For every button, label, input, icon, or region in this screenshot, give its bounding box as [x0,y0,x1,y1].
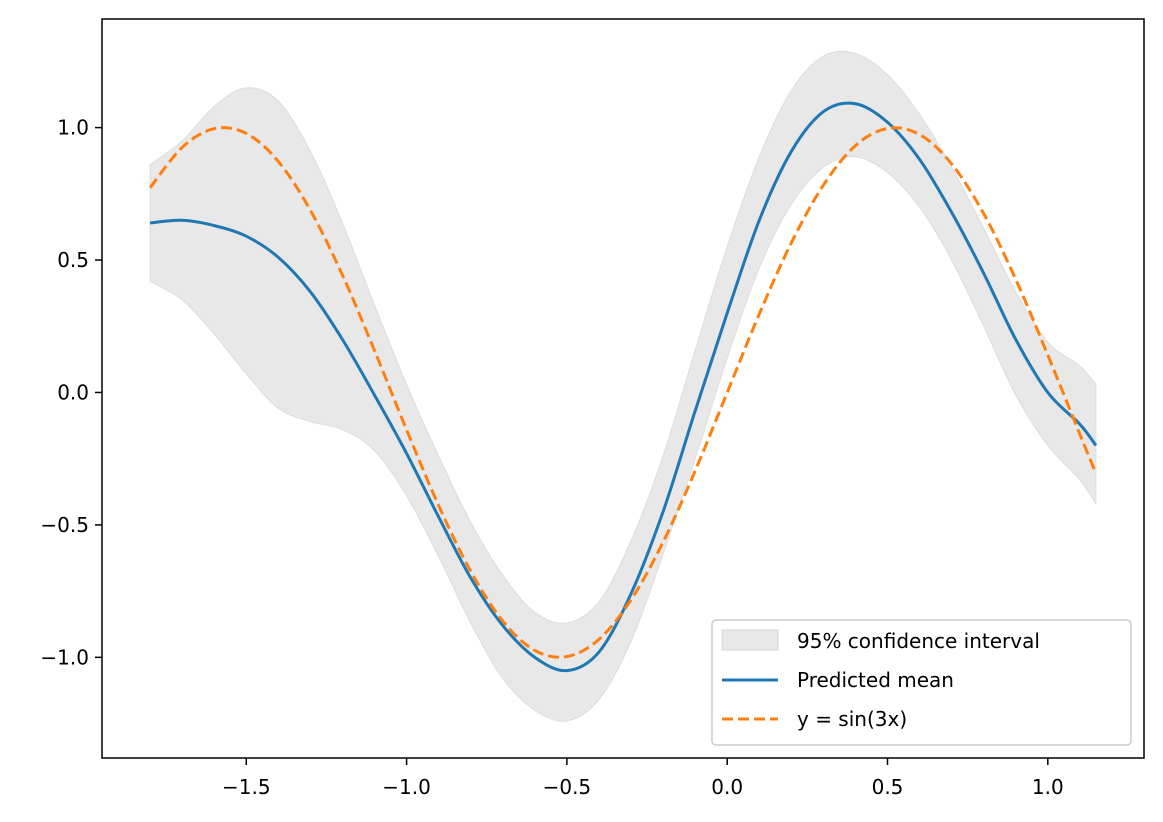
x-tick-label: −0.5 [543,775,592,799]
legend-label-confidence-interval: 95% confidence interval [797,629,1040,653]
legend: 95% confidence interval Predicted mean y… [711,619,1132,746]
axes-layer: −1.5 −1.0 −0.5 0.0 0.5 1.0 −1.0 −0.5 0.0 0.5 1.0 [40,116,1063,799]
confidence-band [149,50,1097,722]
plot-layer [148,50,1098,722]
y-tick-label: 0.5 [57,248,89,272]
x-tick-label: 0.0 [711,775,743,799]
predicted-mean-line [149,101,1098,673]
x-tick-label: −1.5 [222,775,271,799]
x-tick-label: −1.0 [382,775,431,799]
legend-swatch-confidence-interval [721,629,779,651]
y-tick-label: −1.0 [40,645,89,669]
y-tick-label: 0.0 [57,380,89,404]
plot-frame [101,18,1145,759]
legend-box [711,619,1132,746]
y-tick-label: −0.5 [40,513,89,537]
x-tick-label: 0.5 [872,775,904,799]
x-tick-label: 1.0 [1032,775,1064,799]
y-tick-label: 1.0 [57,116,89,140]
legend-label-sin: y = sin(3x) [797,707,907,731]
legend-label-predicted-mean: Predicted mean [797,668,954,692]
sin-curve-line [148,126,1098,659]
